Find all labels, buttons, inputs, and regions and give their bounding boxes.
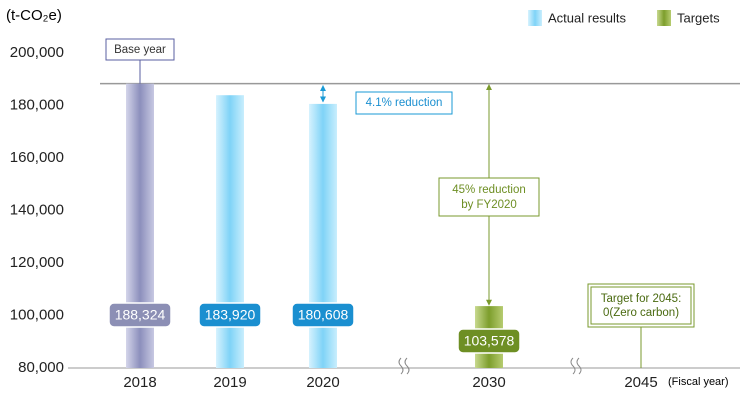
annotation: Target for 2045: (601, 293, 682, 305)
y-axis-label: (t-CO₂e) (6, 7, 62, 24)
legend-swatch (657, 10, 671, 26)
value-label-box (108, 302, 172, 328)
bar (309, 103, 337, 369)
annotation: Base year (114, 44, 166, 56)
annotation-box (587, 283, 695, 328)
legend-label: Targets (677, 10, 720, 25)
annotation: 45% reduction (452, 184, 526, 196)
y-tick-label: 80,000 (18, 359, 64, 376)
annotation-box-inner (590, 286, 692, 325)
y-tick-label: 140,000 (10, 201, 64, 218)
x-axis-label: (Fiscal year) (668, 376, 729, 388)
value-label: 183,920 (205, 307, 256, 323)
x-tick-label: 2019 (213, 374, 246, 391)
axis-break (570, 357, 582, 375)
y-tick-label: 180,000 (10, 96, 64, 113)
annotation: 0(Zero carbon) (603, 307, 679, 319)
annotation-box (105, 38, 175, 61)
value-label: 103,578 (464, 333, 515, 349)
axis-break (398, 357, 410, 375)
annotation: 4.1% reduction (366, 97, 443, 109)
value-label-box (198, 302, 262, 328)
x-tick-label: 2030 (472, 374, 505, 391)
annotation-box (355, 91, 453, 115)
y-tick-label: 160,000 (10, 149, 64, 166)
y-tick-label: 100,000 (10, 306, 64, 323)
x-tick-label: 2018 (123, 374, 156, 391)
value-label: 188,324 (115, 307, 166, 323)
value-label-box (291, 302, 355, 328)
legend-label: Actual results (548, 10, 627, 25)
value-label: 180,608 (298, 307, 349, 323)
y-tick-label: 120,000 (10, 254, 64, 271)
annotation: by FY2020 (461, 199, 517, 211)
annotation-box (438, 177, 540, 217)
x-tick-label: 2020 (306, 374, 339, 391)
y-tick-label: 200,000 (10, 44, 64, 61)
value-label-box (457, 328, 521, 354)
x-tick-label: 2045 (624, 374, 657, 391)
legend-swatch (528, 10, 542, 26)
